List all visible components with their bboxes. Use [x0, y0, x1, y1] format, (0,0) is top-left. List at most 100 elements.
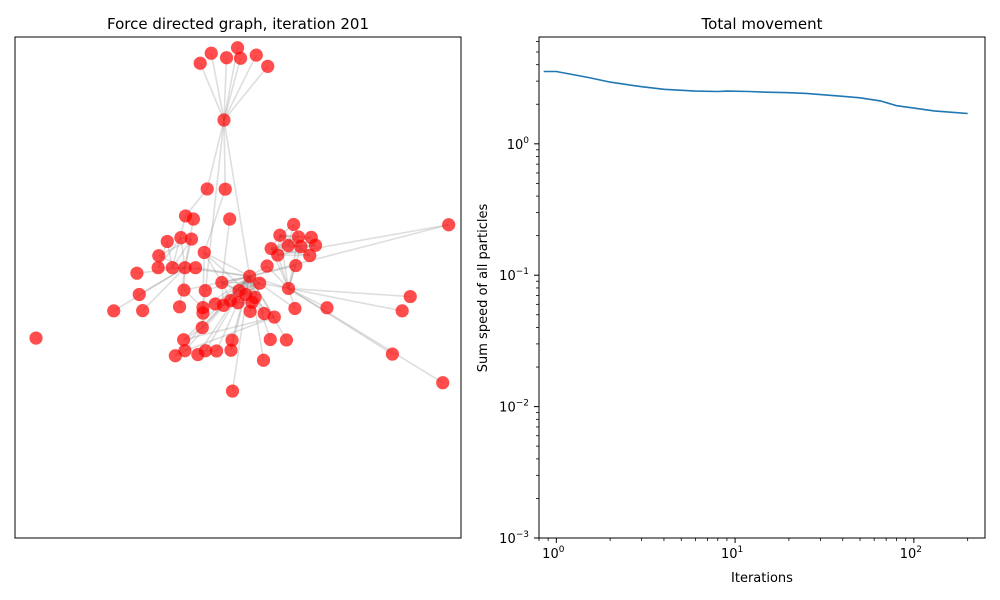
- graph-node: [136, 304, 150, 318]
- graph-node: [436, 376, 450, 390]
- movement-axes-frame: [538, 36, 986, 539]
- graph-node: [261, 59, 275, 73]
- graph-edge: [203, 188, 227, 253]
- graph-node: [152, 249, 166, 263]
- graph-edge: [288, 287, 403, 312]
- graph-node: [191, 347, 205, 362]
- graph-node: [215, 275, 229, 290]
- graph-node: [224, 343, 238, 357]
- y-tick-label: 100: [507, 136, 530, 153]
- graph-node: [256, 353, 271, 367]
- graph-edge: [183, 316, 275, 341]
- y-tick-label: 10−2: [499, 399, 529, 416]
- graph-edge: [288, 287, 328, 309]
- graph-node: [168, 349, 182, 363]
- graph-edge: [249, 264, 296, 278]
- graph-edge: [249, 223, 449, 278]
- graph-node: [243, 269, 257, 283]
- x-axis-label: Iterations: [731, 571, 793, 586]
- y-tick-label: 10−3: [499, 530, 529, 547]
- graph-node: [263, 332, 277, 347]
- graph-edge: [184, 316, 275, 352]
- y-axis-label: Sum speed of all particles: [476, 204, 491, 373]
- graph-node: [223, 212, 237, 226]
- graph-node: [198, 284, 212, 298]
- graph-node: [219, 51, 234, 65]
- graph-node: [225, 384, 240, 398]
- graph-node: [174, 231, 188, 245]
- graph-edge: [142, 267, 186, 312]
- graph-node: [188, 261, 203, 275]
- graph-node: [197, 245, 211, 260]
- graph-node: [132, 287, 146, 302]
- graph-edge: [221, 218, 231, 283]
- graph-node: [231, 296, 245, 310]
- graph-node: [225, 333, 239, 347]
- graph-edge: [248, 276, 272, 340]
- graph-edge: [223, 57, 228, 121]
- graph-node: [395, 304, 409, 318]
- graph-node: [249, 48, 263, 62]
- graph-node: [130, 266, 144, 280]
- graph-node: [160, 234, 174, 249]
- graph-node: [281, 238, 295, 253]
- graph-node: [294, 240, 308, 254]
- graph-node: [184, 232, 199, 246]
- graph-node: [303, 248, 317, 263]
- graph-node: [195, 320, 209, 335]
- x-tick-label: 101: [721, 545, 743, 562]
- graph-edge: [113, 267, 186, 312]
- graph-node: [209, 344, 224, 358]
- graph-node: [178, 261, 192, 275]
- graph-edge: [248, 276, 265, 361]
- graph-node: [196, 306, 210, 320]
- graph-nodes: [29, 41, 456, 398]
- graph-node: [200, 182, 214, 196]
- x-ticks: 100 101 102: [538, 538, 969, 562]
- graph-node: [281, 281, 296, 296]
- graph-node: [403, 289, 417, 304]
- graph-edge: [223, 119, 251, 277]
- graph-node: [29, 331, 43, 345]
- graph-node: [165, 261, 179, 275]
- graph-node: [178, 209, 193, 223]
- graph-edge: [138, 267, 186, 296]
- graph-node: [230, 41, 245, 55]
- x-tick-label: 100: [542, 545, 565, 562]
- graph-node: [288, 301, 302, 316]
- graph-node: [243, 304, 257, 318]
- movement-title: Total movement: [701, 15, 823, 33]
- graph-node: [320, 301, 334, 315]
- graph-node: [216, 298, 231, 312]
- graph-node: [260, 259, 274, 273]
- graph-node: [217, 113, 231, 127]
- graph-edge: [223, 54, 257, 121]
- graph-panel: Force directed graph, iteration 201: [14, 15, 462, 539]
- series-line: [543, 70, 968, 115]
- graph-edge: [288, 287, 393, 355]
- graph-node: [273, 228, 287, 242]
- graph-edge: [210, 53, 225, 121]
- graph-node: [442, 218, 456, 232]
- graph-node: [177, 333, 191, 347]
- graph-axes-frame: [14, 36, 462, 539]
- graph-node: [193, 56, 207, 70]
- movement-panel: Total movement 10−3 10−2 10−1 100 100 101 102…: [476, 15, 986, 586]
- y-tick-label: 10−1: [499, 267, 529, 284]
- graph-edge: [288, 287, 444, 384]
- graph-node: [267, 310, 281, 324]
- graph-edge: [195, 266, 250, 278]
- graph-edge: [206, 119, 225, 190]
- graph-edge: [223, 120, 227, 190]
- x-tick-label: 102: [900, 545, 922, 562]
- graph-edge: [203, 251, 251, 277]
- graph-node: [233, 51, 248, 65]
- graph-edge: [279, 235, 290, 289]
- graph-node: [177, 283, 191, 297]
- graph-edge: [223, 58, 242, 121]
- graph-title: Force directed graph, iteration 201: [107, 15, 369, 33]
- graph-node: [172, 300, 187, 314]
- graph-edge: [223, 65, 269, 121]
- graph-node: [289, 258, 303, 273]
